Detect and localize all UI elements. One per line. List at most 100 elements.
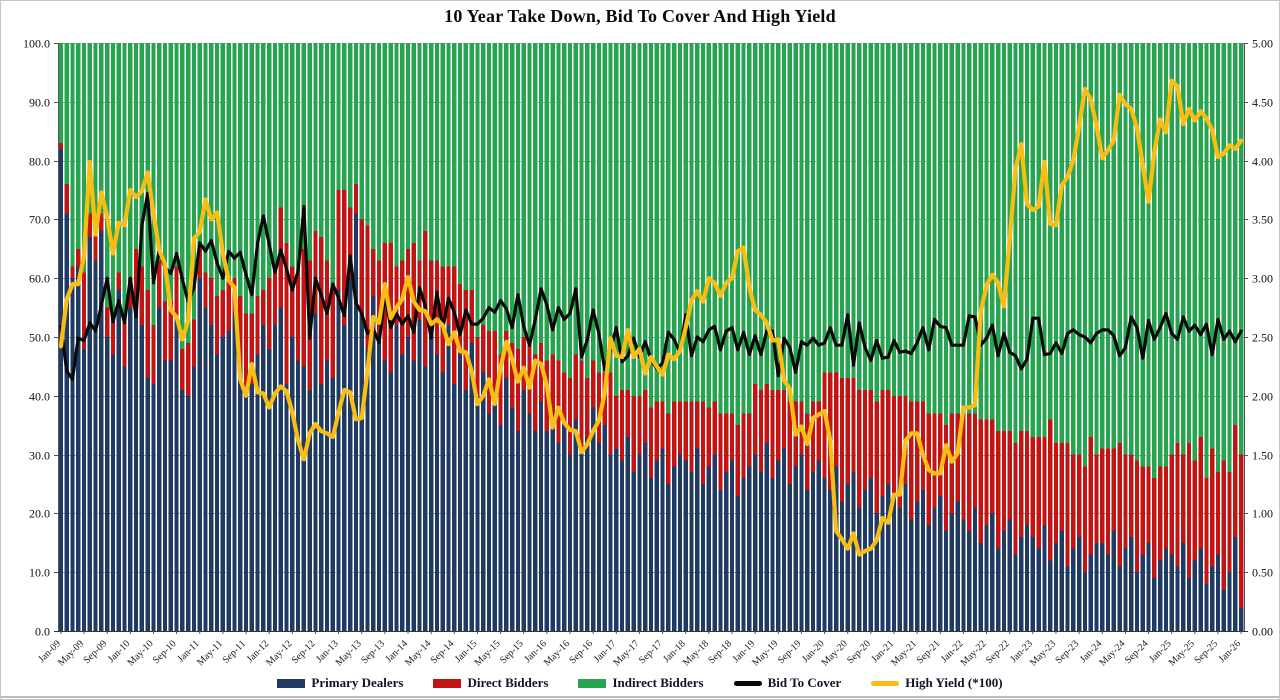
direct-bidders-bar (180, 348, 185, 390)
indirect-bidders-bar (874, 43, 879, 402)
primary-dealers-bar (816, 460, 821, 631)
x-axis-tick-label: Sep-23 (1053, 638, 1081, 666)
direct-bidders-bar (810, 401, 816, 473)
direct-bidders-bar (492, 331, 497, 390)
direct-bidders-bar (93, 219, 98, 261)
primary-dealers-bar (718, 489, 723, 631)
x-axis-tick-label: May-21 (889, 638, 919, 668)
indirect-bidders-bar (249, 43, 254, 314)
right-axis-tick-label: 0.00 (1252, 625, 1273, 639)
indirect-bidders-bar (943, 43, 949, 426)
primary-dealers-bar (596, 442, 602, 631)
indirect-bidders-bar (238, 43, 243, 296)
primary-dealers-bar (203, 307, 208, 631)
x-axis-tick-label: Sep-25 (1192, 638, 1220, 666)
primary-dealers-bar (1186, 578, 1192, 631)
indirect-bidders-bar (527, 43, 532, 343)
indirect-bidders-bar (122, 43, 127, 314)
primary-dealers-bar (1210, 566, 1215, 631)
primary-dealers-bar (1140, 554, 1145, 631)
direct-bidders-bar (619, 389, 625, 461)
right-axis-tick-label: 0.50 (1252, 566, 1273, 580)
primary-dealers-bar (1175, 566, 1180, 631)
direct-bidders-bar (434, 260, 440, 355)
indirect-bidders-bar (891, 43, 897, 396)
indirect-bidders-bar (1238, 43, 1244, 455)
primary-dealers-bar (1007, 519, 1012, 631)
legend-label-bid-to-cover: Bid To Cover (767, 675, 842, 690)
primary-dealers-bar (619, 460, 625, 631)
direct-bidders-bar (932, 413, 937, 508)
x-axis-labels: Jan-09May-09Sep-09Jan-10May-10Sep-10Jan-… (36, 631, 1243, 669)
indirect-bidders-bar (1036, 43, 1041, 437)
primary-dealers-bar (1059, 531, 1064, 631)
direct-bidders-bar (654, 401, 659, 461)
direct-bidders-bar (1042, 436, 1047, 526)
x-axis-tick-label: Sep-19 (776, 638, 804, 666)
indirect-bidders-bar (504, 43, 509, 332)
direct-bidders-bar (313, 231, 318, 314)
primary-dealers-bar (521, 389, 526, 631)
primary-dealers-bar (128, 307, 133, 631)
indirect-bidders-bar (1059, 43, 1064, 443)
primary-dealers-bar (1053, 542, 1059, 631)
direct-bidders-bar (278, 207, 283, 308)
primary-dealers-bar (504, 378, 509, 631)
indirect-bidders-bar (58, 43, 64, 143)
high-yield-swatch (871, 680, 900, 686)
indirect-bidders-bar (1088, 43, 1093, 437)
direct-bidders-bar (556, 360, 561, 443)
indirect-bidders-bar (481, 43, 486, 326)
indirect-bidders-bar (151, 43, 156, 326)
primary-dealers-bar (440, 372, 445, 631)
primary-dealers-bar (290, 337, 295, 631)
primary-dealers-bar (209, 325, 214, 631)
direct-bidders-bar (1071, 454, 1076, 549)
primary-dealers-bar (949, 513, 954, 631)
primary-dealers-bar (967, 531, 972, 631)
primary-dealers-bar (353, 213, 359, 631)
direct-bidders-bar (1152, 478, 1157, 579)
indirect-bidders-bar (382, 43, 388, 243)
direct-bidders-bar (186, 342, 191, 396)
primary-dealers-bar (1100, 542, 1105, 631)
indirect-bidders-bar (654, 43, 659, 402)
direct-bidders-bar (862, 389, 868, 490)
primary-dealers-bar (637, 454, 642, 631)
indirect-bidders-bar (828, 43, 833, 373)
indirect-bidders-bar (284, 43, 289, 243)
indirect-bidders-bar (949, 43, 954, 414)
direct-bidders-bar (151, 325, 156, 385)
indirect-bidders-bar (781, 43, 787, 390)
direct-bidders-bar (666, 413, 671, 484)
left-axis-tick-label: 50.0 (29, 331, 50, 345)
x-axis-tick-label: May-23 (1028, 638, 1058, 668)
x-axis-tick-label: May-20 (820, 638, 850, 668)
indirect-bidders-bar (637, 43, 642, 396)
primary-dealers-bar (533, 431, 538, 631)
direct-bidders-bar (1053, 442, 1059, 543)
direct-bidders-bar (787, 401, 792, 484)
direct-bidders-bar (677, 401, 683, 455)
primary-dealers-bar (162, 360, 168, 631)
primary-dealers-bar (1129, 536, 1134, 631)
indirect-bidders-bar (498, 43, 503, 355)
primary-dealers-bar (348, 278, 353, 631)
indirect-bidders-bar (209, 43, 214, 279)
indirect-bidders-bar (440, 43, 445, 267)
direct-bidders-bar (1192, 460, 1197, 561)
indirect-bidders-bar (405, 43, 411, 249)
direct-bidders-bar (671, 401, 677, 467)
x-axis-tick-label: Sep-17 (637, 638, 665, 666)
primary-dealers-bar (955, 501, 960, 631)
primary-dealers-bar (544, 431, 550, 631)
direct-bidders-bar (874, 401, 879, 514)
indirect-bidders-bar (1146, 43, 1151, 467)
direct-bidders-bar (839, 378, 845, 502)
legend-item-high-yield: High Yield (*100) (871, 675, 1003, 691)
primary-dealers-bar (295, 360, 301, 631)
direct-bidders-bar (174, 266, 179, 314)
primary-dealers-bar (648, 478, 654, 631)
indirect-bidders-bar (417, 43, 422, 261)
indirect-bidders-bar (1048, 43, 1053, 420)
